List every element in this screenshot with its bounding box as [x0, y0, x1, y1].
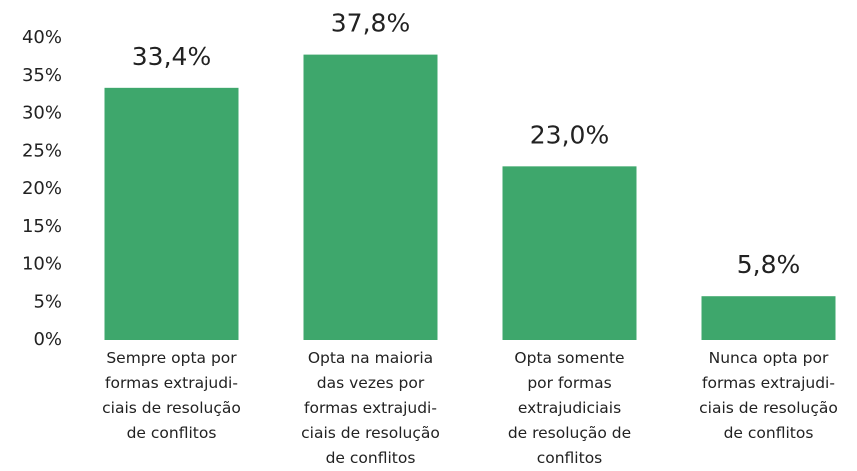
y-tick-label: 35%: [22, 65, 62, 86]
y-tick-label: 5%: [33, 291, 62, 312]
y-tick-label: 20%: [22, 178, 62, 199]
bar: [702, 296, 836, 340]
y-tick-label: 30%: [22, 103, 62, 124]
x-tick-label: Sempre opta por formas extrajudi- ciais …: [72, 346, 272, 446]
value-label: 37,8%: [331, 9, 410, 38]
y-tick-label: 0%: [33, 329, 62, 350]
y-tick-label: 10%: [22, 254, 62, 275]
value-label: 33,4%: [132, 42, 211, 71]
value-label: 5,8%: [737, 250, 801, 279]
y-tick-label: 25%: [22, 140, 62, 161]
bar: [503, 166, 637, 340]
y-tick-label: 40%: [22, 27, 62, 48]
x-tick-label: Opta somente por formas extrajudiciais d…: [470, 346, 670, 471]
bar: [304, 55, 438, 340]
bar: [105, 88, 239, 340]
x-tick-label: Nunca opta por formas extrajudi- ciais d…: [669, 346, 857, 446]
x-tick-label: Opta na maioria das vezes por formas ext…: [271, 346, 471, 471]
y-tick-label: 15%: [22, 216, 62, 237]
value-label: 23,0%: [530, 120, 609, 149]
